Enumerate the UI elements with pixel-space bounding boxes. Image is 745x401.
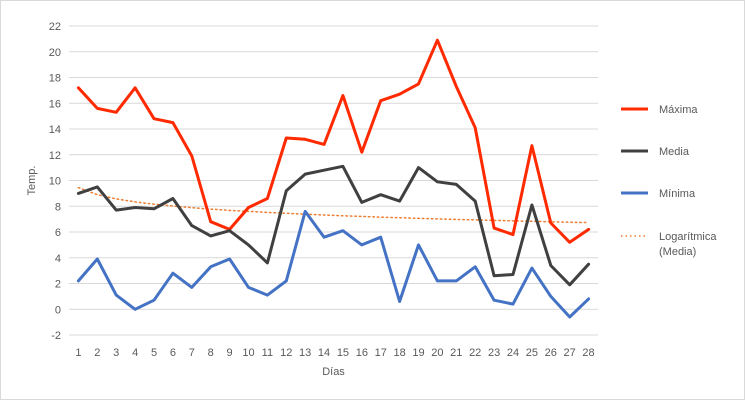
- series-line-1: [76, 164, 591, 287]
- x-tick-label: 21: [450, 347, 462, 359]
- x-tick-label: 16: [356, 347, 368, 359]
- x-tick-label: 14: [318, 347, 330, 359]
- x-axis-ticks: 1 2 3 4 5 6 7 8 9 10 11 12 13 14 15 16 17 18 19 20 21 22 23 24 2…: [75, 347, 594, 359]
- y-tick-label: 0: [55, 304, 61, 316]
- x-tick-label: 13: [299, 347, 311, 359]
- x-tick-label: 7: [189, 347, 195, 359]
- x-tick-label: 28: [582, 347, 594, 359]
- x-tick-label: 18: [394, 347, 406, 359]
- x-tick-label: 17: [375, 347, 387, 359]
- x-tick-label: 19: [412, 347, 424, 359]
- x-tick-label: 12: [280, 347, 292, 359]
- y-tick-label: 20: [49, 47, 61, 59]
- x-tick-label: 25: [526, 347, 538, 359]
- x-tick-label: 15: [337, 347, 349, 359]
- x-tick-label: 23: [488, 347, 500, 359]
- legend-label: Logarítmica: [659, 231, 717, 243]
- y-tick-label: 10: [49, 176, 61, 188]
- x-tick-label: 24: [507, 347, 519, 359]
- legend-label: (Media): [659, 246, 696, 258]
- x-tick-label: 1: [75, 347, 81, 359]
- y-axis-ticks: -2 0 2 4 6 8 10 12 14 16 18 20 22: [49, 21, 61, 342]
- gridlines: [69, 25, 598, 336]
- series-line-3: [77, 186, 590, 224]
- y-tick-label: 14: [49, 124, 61, 136]
- series-line-2: [76, 209, 591, 319]
- x-tick-label: 8: [208, 347, 214, 359]
- y-tick-label: 12: [49, 150, 61, 162]
- series-line-0: [76, 38, 591, 244]
- y-tick-label: -2: [51, 330, 61, 342]
- legend-label: Media: [659, 146, 690, 158]
- legend: Máxima Media Mínima Logarítmica (Media): [621, 104, 717, 258]
- x-tick-label: 4: [132, 347, 138, 359]
- x-tick-label: 27: [564, 347, 576, 359]
- y-axis-title: Temp.: [26, 166, 38, 196]
- y-tick-label: 18: [49, 73, 61, 85]
- y-tick-label: 6: [55, 227, 61, 239]
- x-tick-label: 2: [94, 347, 100, 359]
- series-lines: [76, 38, 591, 319]
- x-tick-label: 5: [151, 347, 157, 359]
- x-tick-label: 11: [262, 347, 273, 359]
- x-tick-label: 22: [469, 347, 481, 359]
- y-tick-label: 2: [55, 279, 61, 291]
- legend-label: Máxima: [659, 104, 698, 116]
- y-tick-label: 4: [55, 253, 61, 265]
- y-tick-label: 22: [49, 21, 61, 33]
- x-tick-label: 26: [545, 347, 557, 359]
- x-tick-label: 6: [170, 347, 176, 359]
- x-tick-label: 10: [242, 347, 254, 359]
- x-tick-label: 20: [431, 347, 443, 359]
- x-axis-title: Días: [322, 366, 345, 378]
- y-tick-label: 8: [55, 201, 61, 213]
- legend-label: Mínima: [659, 188, 696, 200]
- x-tick-label: 3: [113, 347, 119, 359]
- x-tick-label: 9: [227, 347, 233, 359]
- y-tick-label: 16: [49, 98, 61, 110]
